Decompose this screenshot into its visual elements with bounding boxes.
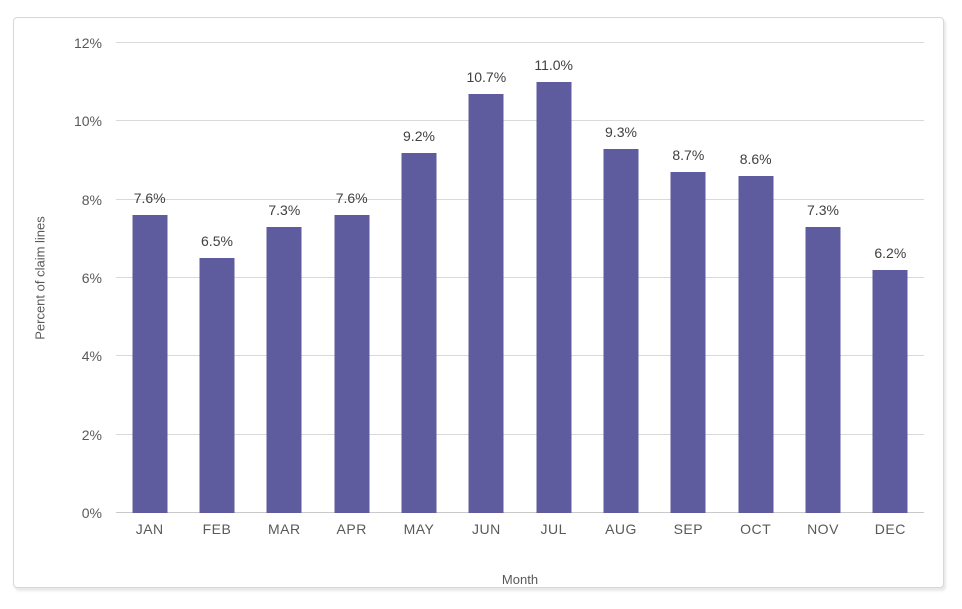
y-tick-label: 6% [81,270,102,286]
bar-jul [536,82,572,513]
bar-nov [805,227,841,513]
x-tick-label-aug: AUG [605,521,637,537]
gridline [116,277,924,278]
bar-jun [468,93,504,513]
bar-dec [872,270,908,513]
x-tick-label-may: MAY [403,521,435,537]
bar-data-label: 10.7% [466,68,507,85]
x-tick-label-jan: JAN [135,521,164,537]
bar-slot-dec: 6.2% [857,43,924,513]
bar-data-label: 9.2% [403,127,435,144]
bar-oct [738,176,774,513]
x-tick-label-jul: JUL [540,521,567,537]
bar-data-label: 7.3% [807,202,839,219]
bar-slot-jun: 10.7% [453,43,520,513]
bar-slot-jan: 7.6% [116,43,183,513]
x-tick-label-dec: DEC [874,521,906,537]
y-tick-label: 10% [73,113,102,130]
bar-slot-feb: 6.5% [183,43,250,513]
bar-slot-mar: 7.3% [251,43,318,513]
bar-slot-jul: 11.0% [520,43,587,513]
bar-data-label: 7.6% [133,190,166,207]
plot-area: 7.6% 6.5% 7.3% 7.6% 9.2% 10.7% 11.0% 9.3% 8.7% 8.… [116,42,924,513]
x-tick-label-nov: NOV [807,521,839,537]
x-tick-label-apr: APR [336,521,367,537]
bar-slot-apr: 7.6% [318,43,385,513]
y-tick-label: 4% [81,348,102,365]
bar-may [401,152,437,513]
bar-data-label: 8.7% [672,147,705,164]
y-tick-label: 12% [73,35,102,51]
x-tick-label-jun: JUN [471,521,501,537]
gridline [116,433,924,435]
bar-data-label: 9.3% [605,123,637,140]
y-tick-label: 8% [81,191,102,208]
bar-aug [603,148,639,513]
gridline [116,198,924,200]
chart-frame: Percent of claim lines 0% 2% 4% 6% 8% 10% 12% … [13,17,944,588]
bar-slot-nov: 7.3% [789,43,856,513]
x-axis-title: Month [501,572,539,587]
bar-data-label: 8.6% [739,151,772,168]
x-tick-label-oct: OCT [740,521,772,537]
bar-data-label: 7.6% [335,190,368,207]
bar-apr [334,215,370,513]
bar-slot-aug: 9.3% [587,43,654,513]
bar-data-label: 7.3% [268,202,301,219]
x-axis-line [116,512,924,513]
bar-jan [132,215,168,513]
x-tick-label-sep: SEP [673,521,704,537]
bar-data-label: 11.0% [534,57,573,74]
x-tick-label-feb: FEB [202,521,232,537]
bar-slot-oct: 8.6% [722,43,789,513]
y-tick-label: 0% [81,505,102,521]
bar-slot-may: 9.2% [385,43,452,513]
bar-mar [266,227,302,513]
bar-feb [199,258,235,513]
bar-data-label: 6.2% [874,245,907,262]
bar-sep [670,172,706,513]
x-tick-label-mar: MAR [268,521,301,537]
y-tick-label: 2% [81,426,102,443]
gridline [116,120,924,122]
bar-data-label: 6.5% [201,233,233,250]
bar-slot-sep: 8.7% [655,43,722,513]
gridline [116,355,924,357]
gridline [116,42,924,43]
